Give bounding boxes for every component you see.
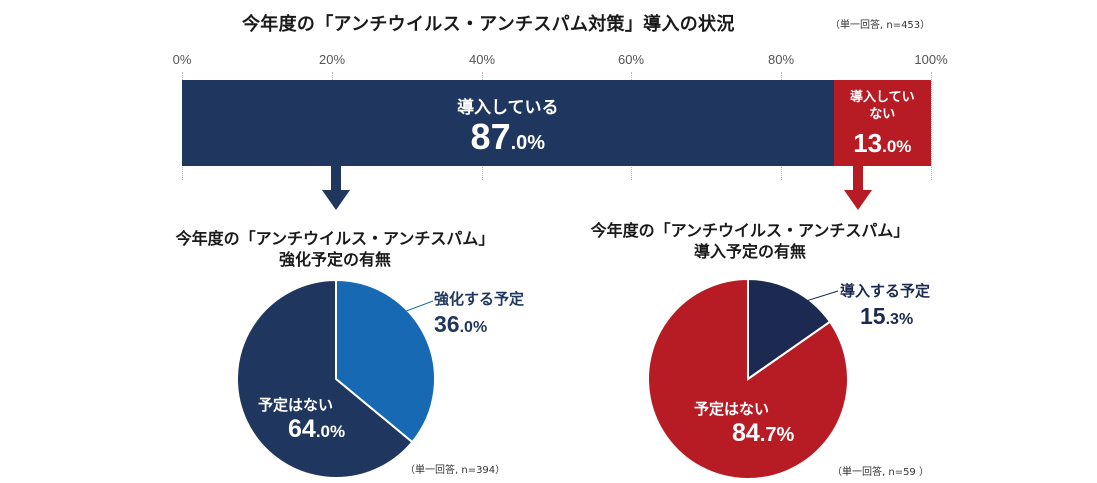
right-pie-label-plan-value: 15.3% (860, 303, 914, 329)
right-pie-title-line2: 導入予定の有無 (693, 242, 806, 261)
left-pie-title-line1: 今年度の「アンチウイルス・アンチスパム」 (175, 229, 495, 248)
right-pie-title-line1: 今年度の「アンチウイルス・アンチスパム」 (590, 221, 910, 240)
bar-segment-not-installed-value: 13.0% (853, 128, 912, 158)
stacked-bar: 導入している 87.0% 導入していない 13.0% (182, 80, 931, 166)
left-pie-title-line2: 強化予定の有無 (278, 250, 391, 269)
axis-tick-60: 60% (617, 52, 645, 67)
axis-tick-80: 80% (767, 52, 795, 67)
left-pie-slice-0 (335, 278, 436, 444)
axis-tick-0: 0% (172, 52, 192, 67)
axis-tick-40: 40% (468, 52, 496, 67)
left-pie-label-no-plan-name: 予定はない (258, 396, 334, 414)
left-pie-label-no-plan-value: 64.0% (288, 415, 346, 443)
right-pie-slice-1 (647, 277, 849, 480)
gridline-100 (931, 72, 932, 180)
arrow-down-not-installed-icon (844, 166, 872, 210)
right-pie-label-no-plan-name: 予定はない (694, 400, 770, 418)
left-pie-label-strengthen-name: 強化する予定 (434, 290, 525, 308)
bar-segment-not-installed-label: 導入していない (849, 90, 915, 122)
left-pie-title: 今年度の「アンチウイルス・アンチスパム」 強化予定の有無 (170, 228, 500, 270)
main-title-row: 今年度の「アンチウイルス・アンチスパム対策」導入の状況 （単一回答, n=453… (0, 10, 1097, 40)
right-pie-label-no-plan: 予定はない 84.7% (694, 398, 794, 448)
right-pie-label-no-plan-value: 84.7% (732, 419, 795, 447)
right-pie-title: 今年度の「アンチウイルス・アンチスパム」 導入予定の有無 (580, 220, 920, 262)
left-pie-slice-1 (236, 278, 414, 479)
right-pie-label-plan-name: 導入する予定 (840, 282, 931, 300)
left-pie-leader-line (401, 300, 434, 314)
bar-segment-installed-value: 87.0% (470, 116, 546, 157)
axis-tick-100: 100% (914, 52, 948, 67)
axis-tick-20: 20% (318, 52, 346, 67)
arrow-down-installed-icon (322, 166, 350, 210)
right-pie-chart (647, 277, 849, 480)
right-pie-label-plan: 導入する予定 15.3% (840, 280, 930, 330)
main-chart-title: 今年度の「アンチウイルス・アンチスパム対策」導入の状況 (242, 14, 735, 35)
bar-segment-installed-label: 導入している (457, 98, 559, 118)
right-pie-note: （単一回答, n=59 ） (832, 467, 929, 478)
left-pie-label-strengthen: 強化する予定 36.0% (434, 288, 524, 338)
left-pie-label-no-plan: 予定はない 64.0% (258, 394, 345, 444)
right-pie-slice-0 (747, 277, 832, 381)
left-pie-note: （単一回答, n=394） (405, 465, 506, 476)
bar-segment-installed: 導入している 87.0% (182, 80, 834, 166)
main-chart-note: （単一回答, n=453） (830, 20, 931, 31)
left-pie-chart (236, 278, 436, 479)
right-pie-leader-line (806, 290, 839, 302)
bar-segment-not-installed: 導入していない 13.0% (833, 80, 931, 166)
left-pie-label-strengthen-value: 36.0% (434, 311, 488, 337)
